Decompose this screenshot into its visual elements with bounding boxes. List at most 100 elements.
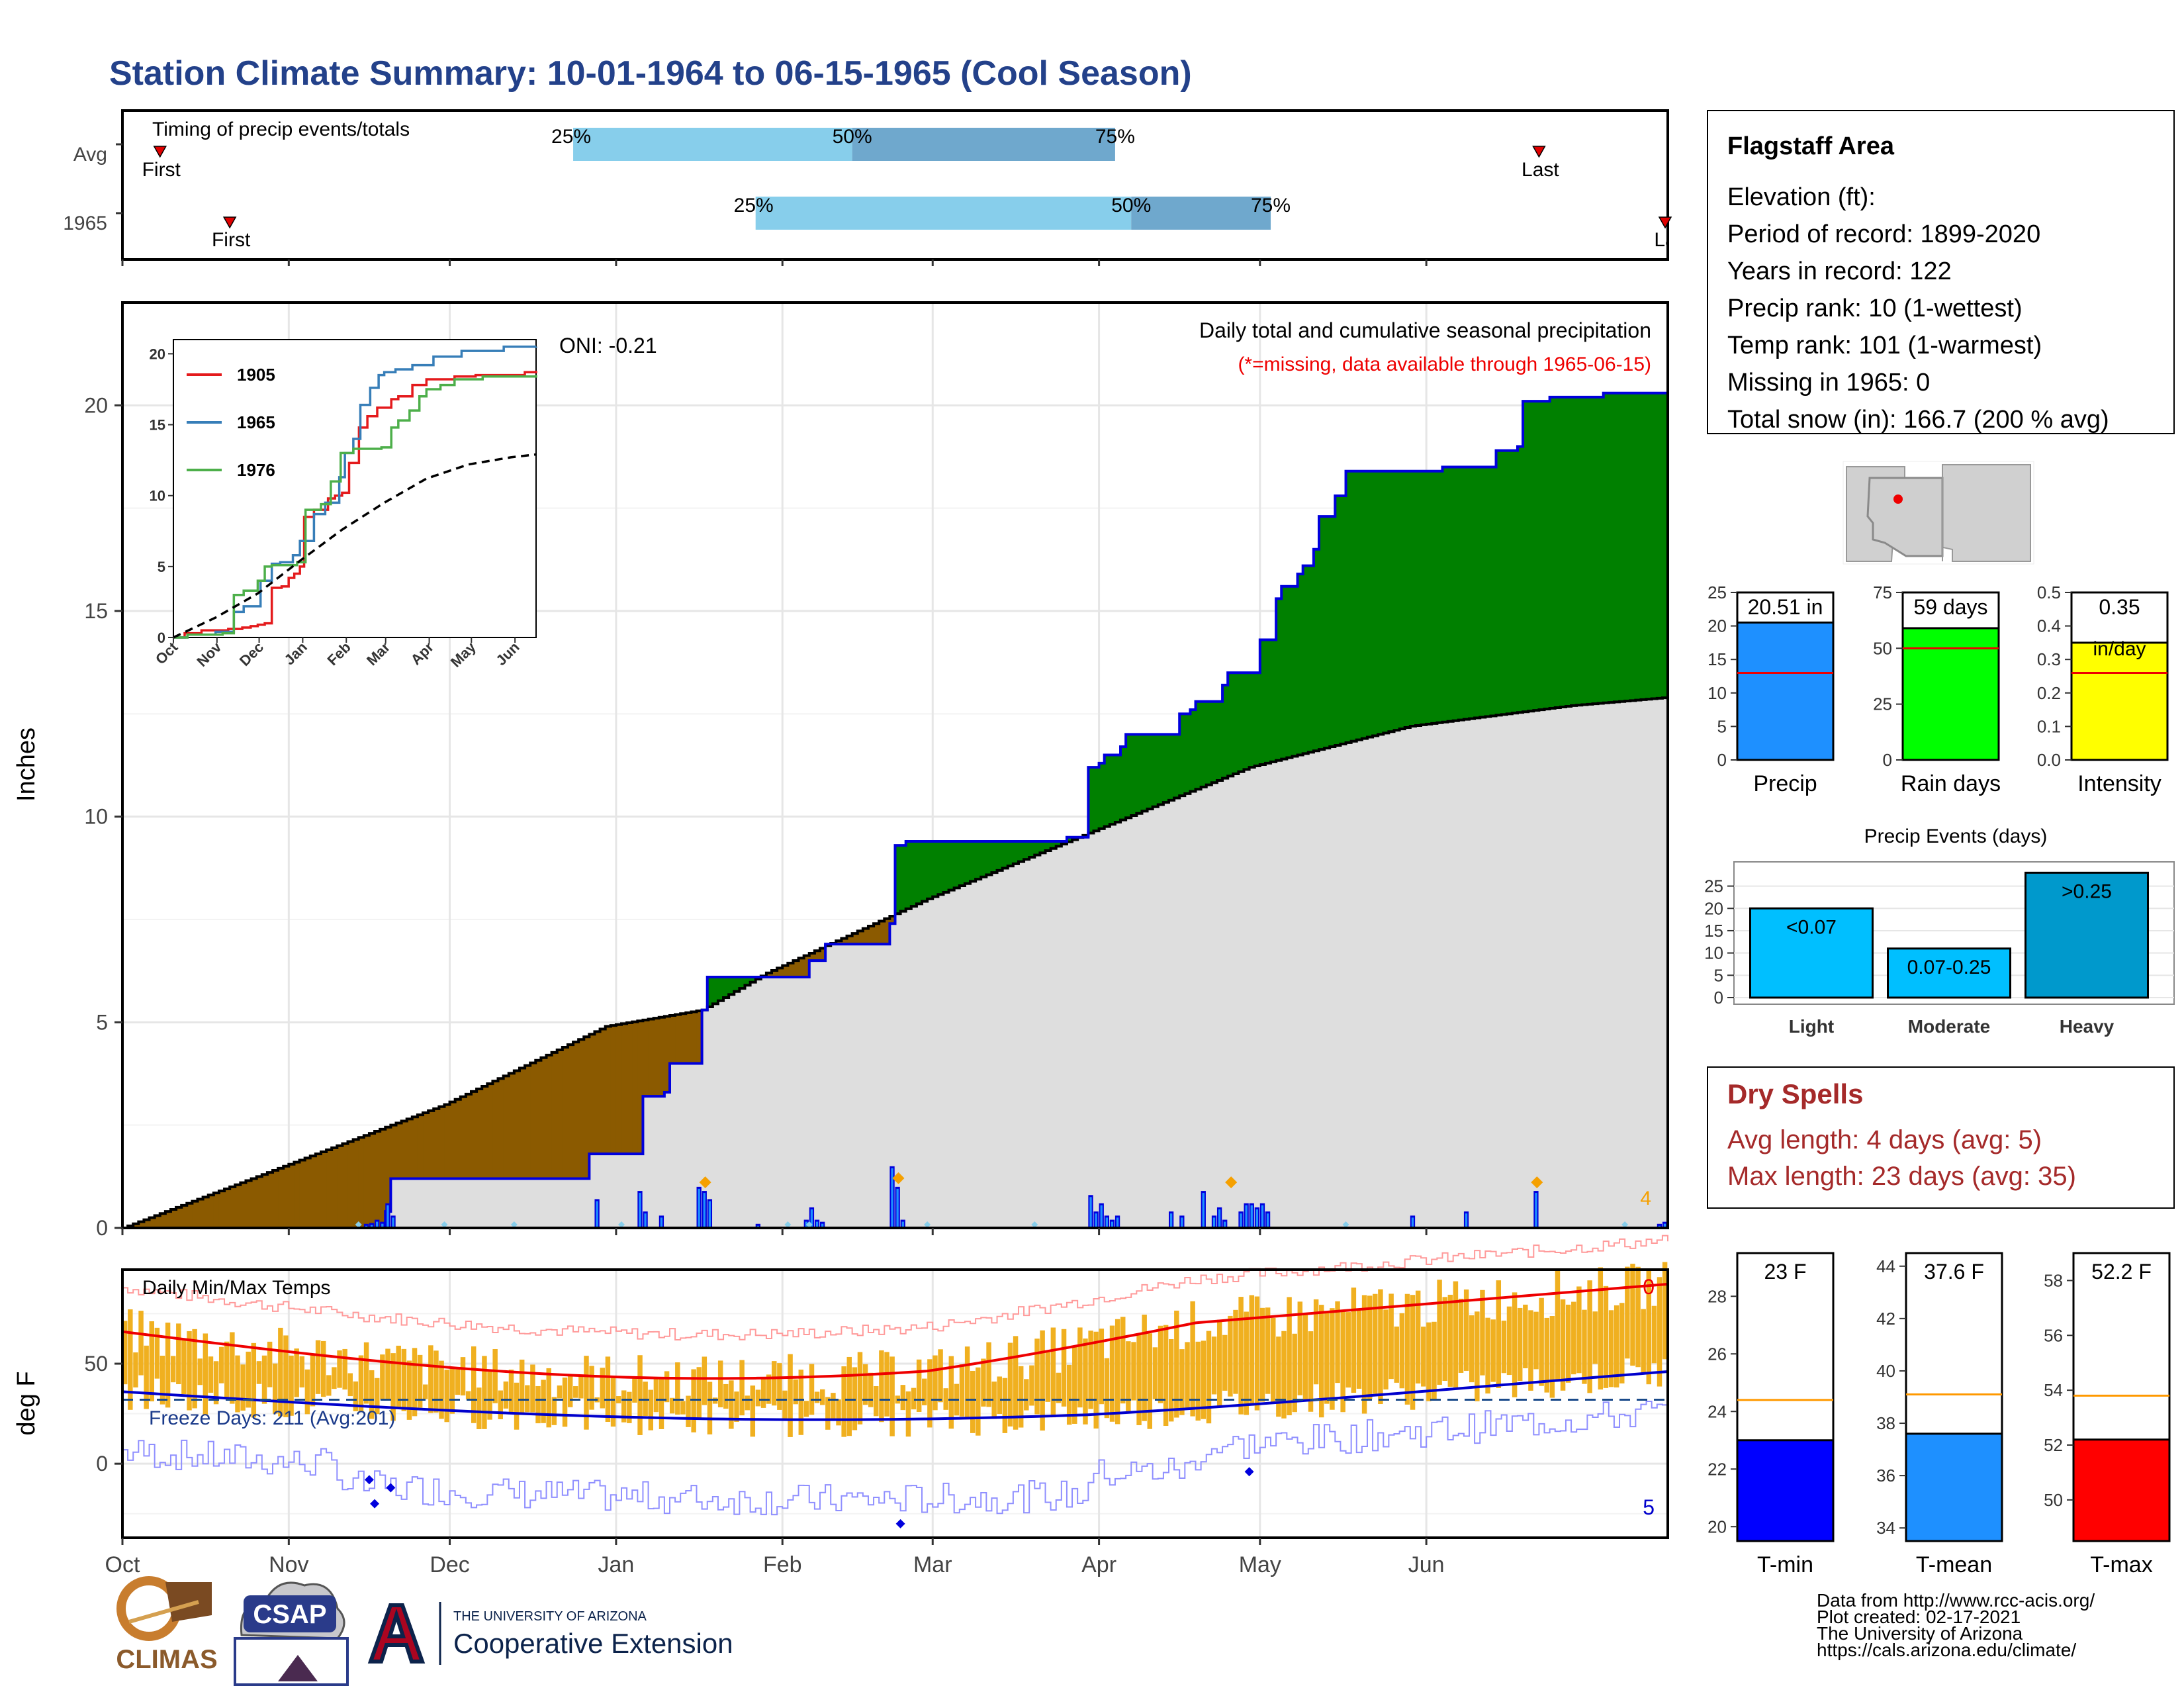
trace-marker — [618, 1221, 625, 1228]
temps-count-top: 0 — [1643, 1275, 1655, 1299]
daily-temp-bar — [149, 1321, 154, 1401]
surplus-strip — [1404, 471, 1411, 728]
daily-temp-bar — [449, 1368, 455, 1414]
intensity-ytick-label: 0.0 — [2037, 750, 2061, 770]
daily-temp-bar — [1641, 1309, 1646, 1375]
daily-temp-bar — [514, 1382, 520, 1430]
intensity-ytick-label: 0.2 — [2037, 683, 2061, 703]
tmean-ytick-label: 42 — [1876, 1309, 1895, 1329]
deficit-strip — [788, 962, 794, 977]
deficit-strip — [852, 933, 858, 945]
surplus-strip — [1233, 673, 1239, 774]
surplus-strip — [922, 841, 928, 902]
daily-temp-bar — [1013, 1336, 1019, 1430]
daily-temp-bar — [1281, 1331, 1287, 1419]
daily-precip-bar-fill — [1212, 1217, 1216, 1228]
csap-logo: CSAP — [234, 1581, 349, 1686]
rain-days-ytick-label: 50 — [1873, 638, 1892, 658]
oni-label: ONI: -0.21 — [559, 334, 657, 357]
surplus-strip — [1109, 755, 1116, 825]
daily-temp-bar — [138, 1311, 144, 1376]
summary-mini-bars: 20.51 in 0 5 10 15 20 25 Precip 59 days 0 25 50 75 Ra… — [1707, 583, 2169, 796]
daily-temp-bar — [218, 1346, 224, 1383]
main-ytick-label: 5 — [96, 1010, 108, 1034]
daily-temp-bar — [557, 1385, 563, 1399]
surplus-strip — [1598, 397, 1604, 704]
daily-temp-bar — [1093, 1331, 1099, 1429]
daily-temp-bar — [1576, 1286, 1582, 1374]
surplus-strip — [1050, 841, 1057, 849]
main-ytick-label: 15 — [84, 599, 108, 623]
daily-temp-bar — [788, 1354, 793, 1437]
timing-bar-q1-avg — [573, 128, 852, 161]
surplus-strip — [1024, 841, 1030, 860]
deficit-strip — [610, 1025, 617, 1154]
deficit-strip — [637, 1021, 644, 1154]
main-precip-panel: 0 5 10 15 20 Inches Daily total and cumulati… — [13, 301, 1669, 1240]
precip-events-title: Precip Events (days) — [1864, 825, 2048, 847]
temps-count-bottom: 5 — [1643, 1495, 1655, 1519]
daily-temp-bar — [487, 1372, 492, 1420]
daily-temp-bar — [1592, 1311, 1598, 1364]
daily-temp-bar — [546, 1368, 551, 1428]
daily-temp-bar — [1619, 1303, 1625, 1383]
pe-ytick-label: 5 — [1714, 965, 1723, 985]
tmax-ytick-label: 52 — [2044, 1435, 2063, 1455]
daily-precip-bar-fill — [891, 1168, 893, 1228]
surplus-strip — [1426, 471, 1432, 724]
daily-temp-bar — [933, 1355, 938, 1411]
daily-temp-bar — [1056, 1372, 1062, 1403]
daily-temp-bar — [584, 1356, 589, 1430]
surplus-strip — [1662, 393, 1668, 698]
daily-temp-bar — [492, 1348, 498, 1403]
deficit-strip — [857, 931, 864, 945]
deficit-strip — [477, 1088, 482, 1179]
surplus-strip — [717, 976, 724, 1001]
daily-temp-bar — [922, 1378, 927, 1405]
daily-precip-bar-fill — [639, 1193, 641, 1228]
deficit-strip — [627, 1023, 633, 1154]
surplus-strip — [1485, 467, 1492, 717]
deficit-strip — [696, 1011, 703, 1064]
surplus-strip — [1297, 574, 1304, 755]
daily-temp-bar — [578, 1376, 584, 1399]
daily-temp-bar — [353, 1381, 359, 1411]
surplus-strip — [734, 976, 740, 992]
deficit-strip — [562, 1047, 569, 1179]
deficit-strip — [766, 972, 772, 977]
deficit-strip — [149, 1217, 156, 1228]
station-line-precip-rank: Precip rank: 10 (1-wettest) — [1727, 295, 2023, 322]
timing-bar-q1-1965 — [755, 197, 1132, 230]
deficit-strip — [841, 938, 848, 945]
daily-temp-bar — [551, 1397, 557, 1425]
daily-temp-bar — [406, 1360, 412, 1420]
daily-temp-bar — [680, 1401, 686, 1415]
daily-temp-bar — [1571, 1301, 1576, 1375]
surplus-strip — [1373, 471, 1379, 736]
daily-temp-bar — [1335, 1301, 1340, 1383]
footer-line-created: Plot created: 02-17-2021 — [1817, 1607, 2021, 1627]
daily-precip-bar-fill — [1535, 1193, 1537, 1228]
station-line-temp-rank: Temp rank: 101 (1-warmest) — [1727, 332, 2042, 359]
surplus-strip — [1029, 841, 1035, 857]
daily-temp-bar — [1603, 1286, 1609, 1388]
main-ytick-label: 10 — [84, 805, 108, 829]
surplus-strip — [1158, 734, 1164, 805]
footer-line-university: The University of Arizona — [1817, 1623, 2023, 1644]
intensity-bar — [2070, 641, 2169, 761]
deficit-strip — [401, 1121, 408, 1179]
event-count-label: 4 — [1640, 1188, 1651, 1209]
month-label: Oct — [105, 1552, 140, 1577]
month-label: Nov — [269, 1552, 308, 1577]
station-location-marker — [1893, 494, 1903, 504]
daily-temp-bar — [278, 1327, 283, 1417]
surplus-strip — [1201, 701, 1207, 787]
deficit-strip — [874, 923, 880, 945]
daily-temp-bar — [1050, 1327, 1056, 1418]
deficit-strip — [584, 1037, 590, 1179]
deficit-strip — [439, 1106, 445, 1179]
dry-spells-box: Dry Spells Avg length: 4 days (avg: 5) M… — [1707, 1066, 2175, 1209]
daily-temp-bar — [1018, 1366, 1024, 1428]
daily-temp-bar — [831, 1393, 836, 1420]
